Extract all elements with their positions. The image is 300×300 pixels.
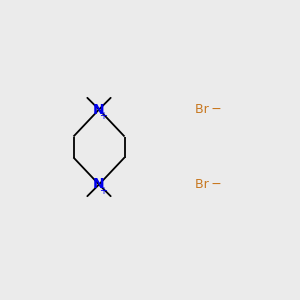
Text: +: + — [99, 186, 106, 196]
Text: N: N — [93, 178, 105, 191]
Text: Br −: Br − — [195, 178, 222, 191]
Text: Br −: Br − — [195, 103, 222, 116]
Text: +: + — [99, 111, 106, 121]
Text: N: N — [93, 103, 105, 116]
